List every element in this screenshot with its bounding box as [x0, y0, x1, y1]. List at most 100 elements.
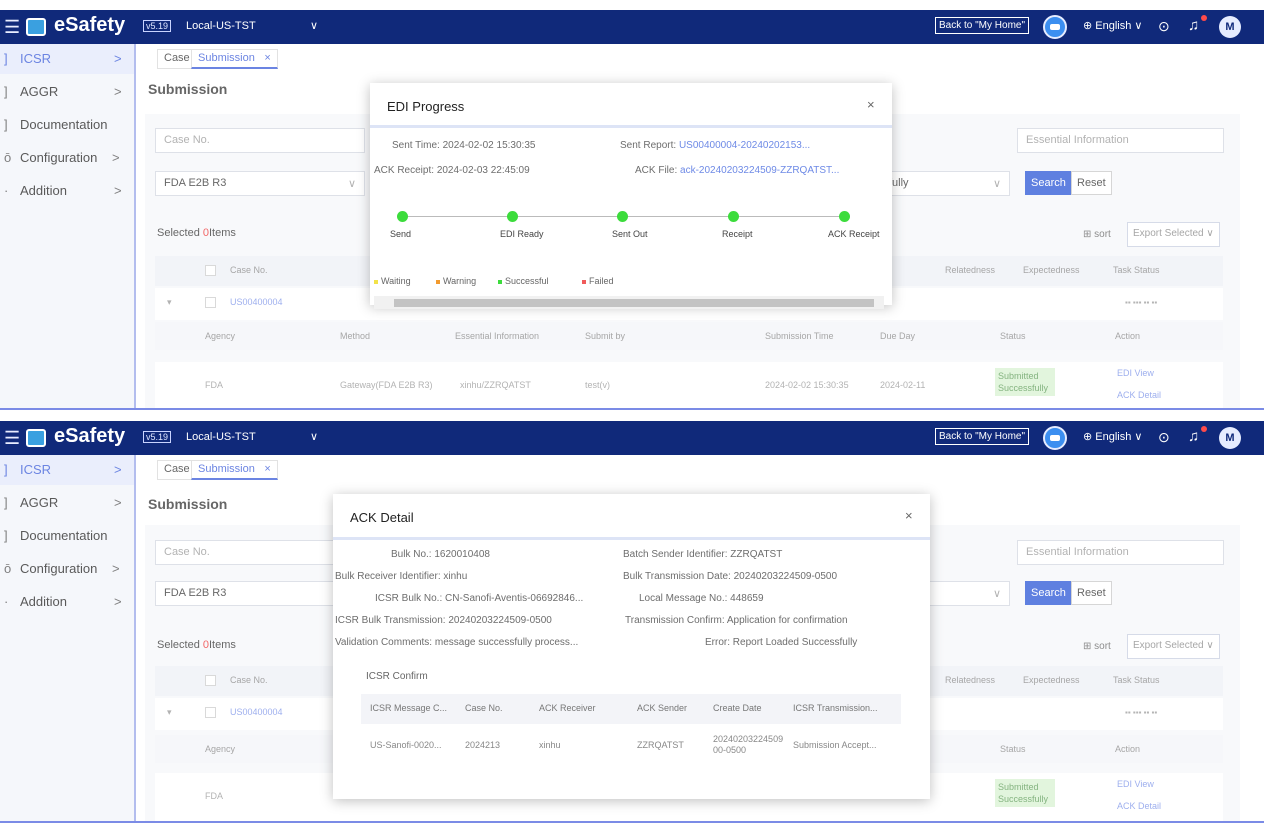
sort-button[interactable]: ⊞ sort — [1083, 229, 1111, 240]
field-value: Report Loaded Successfully — [732, 637, 858, 648]
col-action: Action — [1115, 331, 1141, 341]
sidebar-item-label: AGGR — [20, 84, 59, 99]
essential-info-input[interactable]: Essential Information — [1017, 128, 1224, 153]
ack-file-link[interactable]: ack-20240203224509-ZZRQATST... — [680, 165, 840, 176]
legend-swatch — [374, 279, 378, 284]
notification-bell-icon[interactable]: ♫ — [1188, 17, 1200, 34]
case-no-link[interactable]: US00400004 — [230, 297, 283, 307]
status-select[interactable]: fully ∨ — [880, 171, 1010, 196]
step-dot-ack-receipt — [839, 211, 850, 222]
col-due-day: Due Day — [880, 331, 916, 341]
sent-report-link[interactable]: US00400004-20240202153... — [678, 140, 811, 151]
export-selected-button[interactable]: Export Selected ∨ — [1127, 222, 1220, 247]
ack-file: ACK File: ack-20240203224509-ZZRQATST... — [635, 165, 839, 176]
case-no-input[interactable]: Case No. — [155, 128, 365, 153]
language-select[interactable]: ⊕ English ∨ — [1083, 20, 1143, 32]
edi-view-link[interactable]: EDI View — [1117, 368, 1154, 378]
expand-icon[interactable]: ▾ — [167, 707, 172, 717]
horizontal-scrollbar[interactable] — [374, 296, 884, 309]
notification-bell-icon[interactable]: ♫ — [1188, 428, 1200, 445]
sidebar-item-icsr[interactable]: ] ICSR > — [0, 455, 134, 485]
sidebar-item-lead: ] — [4, 84, 8, 99]
tab-submission[interactable]: Submission × — [191, 460, 278, 480]
assistant-bot-icon[interactable] — [1043, 15, 1067, 39]
close-icon[interactable]: × — [264, 52, 271, 64]
sidebar-item-aggr[interactable]: ] AGGR > — [0, 77, 134, 107]
select-all-checkbox[interactable] — [205, 265, 216, 276]
select-all-checkbox[interactable] — [205, 675, 216, 686]
ack-field: ICSR Bulk No.: CN-Sanofi-Aventis-0669284… — [375, 593, 583, 604]
field-label: Bulk Receiver Identifier: — [335, 571, 441, 582]
col-essential-info: Essential Information — [455, 331, 540, 341]
selected-suffix: Items — [209, 639, 236, 651]
selected-prefix: Selected — [157, 639, 203, 651]
selected-count-value: 0 — [202, 639, 209, 651]
col-action: Action — [1115, 744, 1141, 754]
help-icon[interactable]: ⊙ — [1158, 429, 1170, 445]
close-icon[interactable]: × — [264, 463, 271, 475]
sidebar-item-addition[interactable]: · Addition > — [0, 176, 134, 206]
scrollbar-thumb[interactable] — [394, 299, 874, 307]
selected-count-value: 0 — [202, 227, 209, 239]
format-select[interactable]: FDA E2B R3 ∨ — [155, 171, 365, 196]
language-select[interactable]: ⊕ English ∨ — [1083, 431, 1143, 443]
sidebar-item-configuration[interactable]: ō Configuration > — [0, 143, 134, 173]
sidebar-item-configuration[interactable]: ō Configuration > — [0, 554, 134, 584]
case-no-link[interactable]: US00400004 — [230, 707, 283, 717]
sidebar-item-documentation[interactable]: ] Documentation — [0, 110, 134, 140]
back-home-button[interactable]: Back to "My Home" — [935, 17, 1030, 34]
col-expectedness: Expectedness — [1023, 265, 1080, 275]
back-home-button[interactable]: Back to "My Home" — [935, 428, 1030, 445]
ack-field: ICSR Bulk Transmission: 20240203224509-0… — [335, 615, 552, 626]
chevron-down-icon[interactable]: ∨ — [310, 431, 319, 443]
environment-select[interactable]: Local-US-TST — [186, 431, 256, 443]
sidebar-item-documentation[interactable]: ] Documentation — [0, 521, 134, 551]
ack-detail-link[interactable]: ACK Detail — [1117, 801, 1162, 811]
reset-button[interactable]: Reset — [1071, 171, 1112, 195]
divider — [333, 537, 930, 540]
environment-select[interactable]: Local-US-TST — [186, 20, 256, 32]
expand-icon[interactable]: ▾ — [167, 297, 172, 307]
tab-case[interactable]: Case — [157, 49, 197, 69]
format-select[interactable]: FDA E2B R3 — [155, 581, 365, 606]
row-checkbox[interactable] — [205, 297, 216, 308]
status-select-value: fully — [889, 177, 909, 189]
esafety-logo-icon — [26, 429, 46, 447]
field-value: xinhu — [443, 571, 468, 582]
chevron-right-icon: > — [114, 51, 122, 66]
menu-icon[interactable]: ☰ — [4, 17, 21, 37]
avatar[interactable]: M — [1219, 16, 1241, 38]
case-no-input[interactable]: Case No. — [155, 540, 365, 565]
sidebar-item-aggr[interactable]: ] AGGR > — [0, 488, 134, 518]
format-select-value: FDA E2B R3 — [164, 587, 227, 599]
step-label: EDI Ready — [500, 229, 544, 239]
essential-info-input[interactable]: Essential Information — [1017, 540, 1224, 565]
sidebar-item-lead: ] — [4, 51, 8, 66]
menu-icon[interactable]: ☰ — [4, 428, 21, 448]
sort-button[interactable]: ⊞ sort — [1083, 641, 1111, 652]
assistant-bot-icon[interactable] — [1043, 426, 1067, 450]
tab-case[interactable]: Case — [157, 460, 197, 480]
export-selected-button[interactable]: Export Selected ∨ — [1127, 634, 1220, 659]
legend-label: Successful — [505, 276, 549, 286]
close-icon[interactable]: × — [905, 508, 913, 523]
selected-count: Selected 0Items — [157, 227, 236, 239]
legend-swatch — [582, 279, 586, 284]
step-label: Send — [390, 229, 412, 239]
edi-view-link[interactable]: EDI View — [1117, 779, 1154, 789]
sidebar-item-label: Documentation — [20, 528, 108, 543]
avatar[interactable]: M — [1219, 427, 1241, 449]
reset-button[interactable]: Reset — [1071, 581, 1112, 605]
field-value: Application for confirmation — [726, 615, 848, 626]
search-button[interactable]: Search — [1025, 581, 1072, 605]
ack-detail-link[interactable]: ACK Detail — [1117, 390, 1162, 400]
status-badge: Submitted Successfully — [995, 368, 1055, 396]
chevron-down-icon[interactable]: ∨ — [310, 20, 319, 32]
row-checkbox[interactable] — [205, 707, 216, 718]
sidebar-item-icsr[interactable]: ] ICSR > — [0, 44, 134, 74]
sidebar-item-addition[interactable]: · Addition > — [0, 587, 134, 617]
help-icon[interactable]: ⊙ — [1158, 18, 1170, 34]
ack-field: Local Message No.: 448659 — [639, 593, 764, 604]
tab-submission[interactable]: Submission × — [191, 49, 278, 69]
close-icon[interactable]: × — [867, 97, 875, 112]
